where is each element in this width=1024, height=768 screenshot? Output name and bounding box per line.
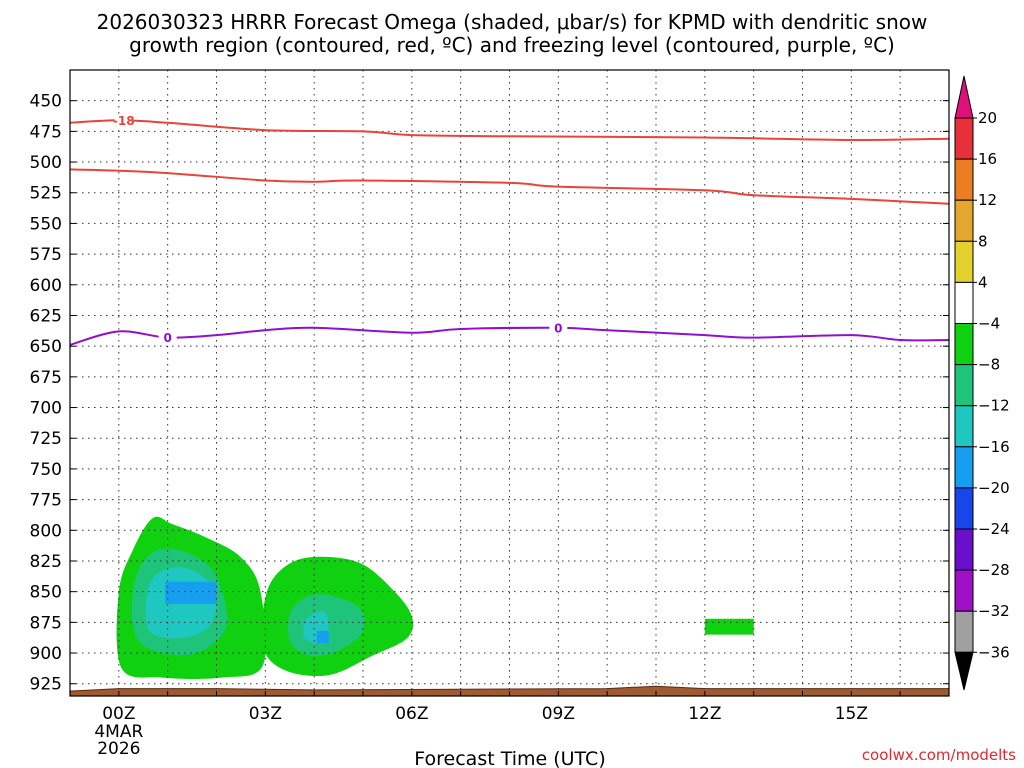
y-tick-label-550: 550 <box>30 214 62 234</box>
y-tick-label-750: 750 <box>30 460 62 480</box>
colorbar-swatch-10 <box>954 528 974 571</box>
colorbar-swatch-1 <box>954 158 974 201</box>
colorbar-swatch-6 <box>954 364 974 407</box>
y-tick-label-475: 475 <box>30 122 62 142</box>
y-tick-label-900: 900 <box>30 644 62 664</box>
colorbar-label-12: −32 <box>978 602 1010 620</box>
temperature-contours: -18 0 0 <box>69 113 950 346</box>
chart-title-line-1: 2026030323 HRRR Forecast Omega (shaded, … <box>97 10 928 34</box>
colorbar-swatch-0 <box>954 117 974 160</box>
colorbar-swatch-8 <box>954 446 974 489</box>
colorbar-swatch-3 <box>954 240 974 283</box>
y-tick-label-825: 825 <box>30 552 62 572</box>
colorbar-swatch-2 <box>954 199 974 242</box>
x-date-label-1: 2026 <box>97 739 140 759</box>
dgz-contour-0-label-bg-0 <box>114 113 133 128</box>
colorbar-swatch-12 <box>954 610 974 653</box>
freezing-level-contour-label-1: 0 <box>554 321 562 335</box>
y-tick-label-925: 925 <box>30 675 62 695</box>
y-tick-label-850: 850 <box>30 583 62 603</box>
freezing-level-contour-label-bg-0 <box>158 330 177 345</box>
y-tick-label-600: 600 <box>30 276 62 296</box>
x-date-label-0: 4MAR <box>94 722 143 742</box>
colorbar-label-11: −28 <box>978 561 1010 579</box>
omega-area-m16-0 <box>165 581 217 604</box>
y-tick-label-525: 525 <box>30 184 62 204</box>
colorbar-label-2: 12 <box>978 191 997 209</box>
colorbar-legend: 20 16 12 8 4 −4 −8 −12 −16 −20 −24 −28 −32 −36 <box>954 75 1010 691</box>
credit-text: coolwx.com/modelts <box>862 746 1016 764</box>
x-tick-label-12Z: 12Z <box>688 704 721 724</box>
omega-area-m4-2 <box>704 618 754 635</box>
colorbar-label-4: 4 <box>978 273 988 291</box>
x-tick-label-00Z: 00Z <box>102 704 135 724</box>
colorbar-label-13: −36 <box>978 643 1010 661</box>
x-tick-label-03Z: 03Z <box>249 704 282 724</box>
x-axis-title: Forecast Time (UTC) <box>414 748 605 768</box>
colorbar-label-5: −4 <box>978 315 1000 333</box>
y-tick-label-800: 800 <box>30 521 62 541</box>
y-tick-label-650: 650 <box>30 337 62 357</box>
colorbar-label-9: −20 <box>978 479 1010 497</box>
x-tick-label-15Z: 15Z <box>835 704 868 724</box>
y-tick-label-775: 775 <box>30 491 62 511</box>
colorbar-swatch-9 <box>954 487 974 530</box>
x-tick-label-09Z: 09Z <box>542 704 575 724</box>
colorbar-label-6: −8 <box>978 356 1000 374</box>
colorbar-label-0: 20 <box>978 109 997 127</box>
freezing-level-contour-label-0: 0 <box>163 331 171 345</box>
freezing-level-contour-label-bg-1 <box>549 320 568 335</box>
y-tick-label-500: 500 <box>30 153 62 173</box>
dgz-contour-0-label-0: -18 <box>113 114 135 128</box>
colorbar-bottom-arrow <box>954 651 974 691</box>
colorbar-swatch-5 <box>954 323 974 366</box>
colorbar-swatch-7 <box>954 405 974 448</box>
colorbar-label-3: 8 <box>978 232 988 250</box>
y-tick-label-575: 575 <box>30 245 62 265</box>
colorbar-swatch-11 <box>954 569 974 612</box>
y-axis: 450 475 500 525 550 575 600 625 650 675 700 725 750 7… <box>30 92 949 695</box>
y-tick-label-725: 725 <box>30 429 62 449</box>
x-tick-label-06Z: 06Z <box>395 704 428 724</box>
y-tick-label-450: 450 <box>30 92 62 112</box>
colorbar-label-1: 16 <box>978 150 997 168</box>
colorbar-swatch-4 <box>954 281 974 324</box>
plot-gridlines <box>70 70 949 696</box>
colorbar-label-8: −16 <box>978 438 1010 456</box>
dgz-contour-0-line <box>69 119 950 142</box>
omega-area-m16-1 <box>316 630 329 644</box>
y-tick-label-625: 625 <box>30 306 62 326</box>
y-tick-label-875: 875 <box>30 613 62 633</box>
colorbar-label-7: −12 <box>978 397 1010 415</box>
dgz-contour-1-line <box>69 168 950 205</box>
colorbar-label-10: −24 <box>978 520 1010 538</box>
colorbar-top-arrow <box>954 75 974 119</box>
freezing-level-contour-line <box>69 326 950 346</box>
omega-shading <box>116 516 754 679</box>
y-tick-label-675: 675 <box>30 368 62 388</box>
y-tick-label-700: 700 <box>30 399 62 419</box>
chart-title-line-2: growth region (contoured, red, ºC) and f… <box>129 33 895 57</box>
